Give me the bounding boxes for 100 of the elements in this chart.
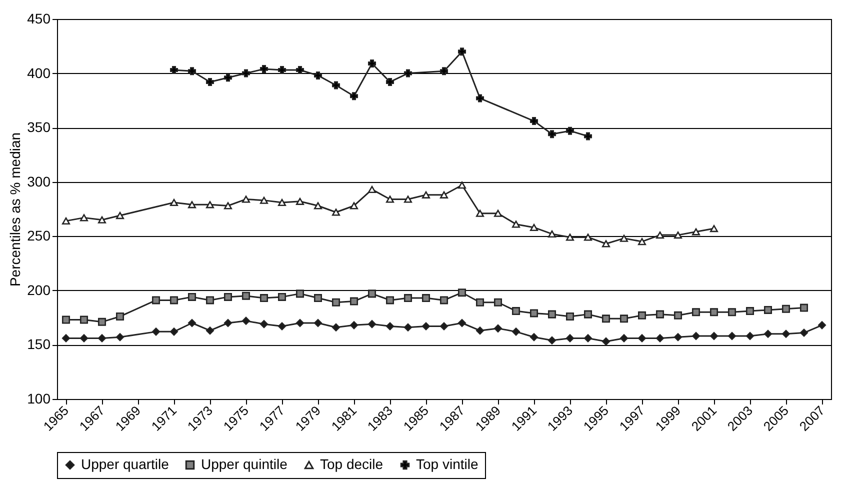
point [440,322,448,330]
point [170,66,178,74]
point [224,318,232,328]
point [242,292,250,300]
point [62,316,70,324]
point [638,334,646,342]
point [206,296,214,304]
point [170,328,178,336]
point [260,196,268,204]
point [98,334,106,342]
point [296,290,304,298]
point [746,332,754,340]
point [404,323,412,332]
point [818,321,826,330]
legend-label: Top decile [320,456,384,472]
point [224,202,232,210]
point [800,328,808,337]
point [404,294,412,302]
y-tick-label: 150 [27,336,51,352]
point [188,67,196,76]
point [152,296,160,304]
point [782,330,790,338]
point [440,296,448,304]
point [332,323,340,332]
point [80,214,88,222]
point [440,67,448,76]
point [692,228,700,236]
point [458,288,466,297]
point [278,66,286,74]
point [548,336,556,344]
point [530,333,538,342]
point [656,310,664,318]
point [278,322,286,330]
point [296,198,304,205]
y-tick-label: 200 [27,282,51,298]
point [494,324,502,332]
point [530,224,538,232]
point [206,78,214,86]
point [530,309,538,318]
point [548,310,556,318]
point [566,312,574,320]
point [476,210,484,217]
point [440,191,448,198]
point [224,74,232,82]
point [620,314,628,323]
point [422,322,430,330]
point [62,217,70,224]
point [314,318,322,328]
point [476,298,484,306]
point [674,311,682,320]
point [314,294,322,302]
point [278,198,286,206]
point [368,290,376,298]
point [548,130,556,138]
point [602,240,610,248]
point [404,69,412,78]
point [206,326,214,335]
point [692,308,700,316]
point [494,210,502,217]
point [728,308,736,316]
point [188,318,196,328]
point [242,316,250,325]
point [422,294,430,302]
point [674,232,682,239]
point [98,216,106,224]
point [638,311,646,320]
point [332,81,340,90]
point [458,48,466,56]
point [116,333,124,342]
point [458,182,466,189]
point [404,196,412,203]
point [620,234,628,242]
point [710,224,718,232]
point [368,186,376,194]
point [170,198,178,206]
point [494,298,502,306]
point [710,332,718,340]
point [278,292,286,301]
point [746,307,754,316]
point [566,334,574,342]
point [206,201,214,208]
point [584,310,592,318]
point [62,334,70,342]
point [98,318,106,326]
point [170,296,178,304]
point [188,201,196,208]
point [314,202,322,210]
point [260,294,268,302]
point [350,92,358,100]
point [314,71,322,80]
point [566,234,574,241]
point [512,328,520,336]
point [386,296,394,304]
point [674,333,682,342]
point [242,196,250,203]
point [152,328,160,336]
point [764,306,772,314]
point [548,230,556,238]
point [350,321,358,330]
point [296,66,304,74]
